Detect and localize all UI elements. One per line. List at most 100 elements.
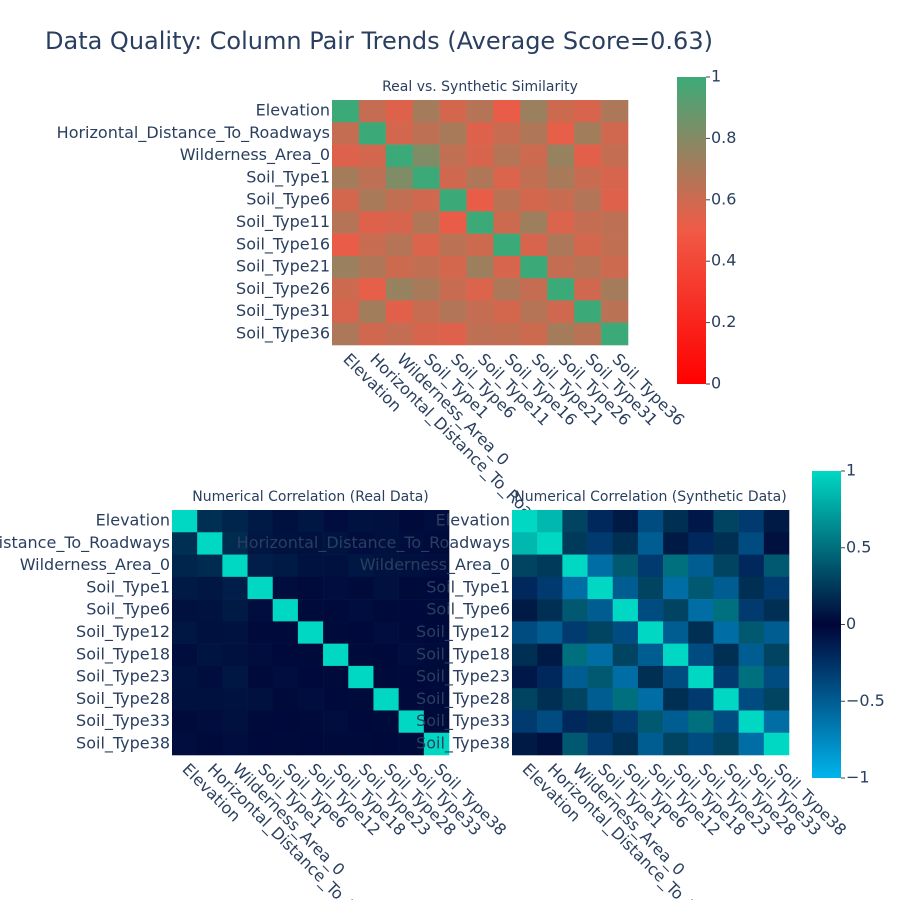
heatmap-cell: [332, 322, 360, 346]
heatmap-cell: [547, 122, 575, 145]
heatmap-cell: [439, 122, 467, 145]
heatmap-cell: [574, 255, 602, 279]
heatmap-cell: [332, 278, 360, 301]
heatmap-cell: [439, 278, 467, 301]
colorbar-tick-label: 0.2: [711, 312, 736, 331]
heatmap-cell: [348, 643, 374, 667]
heatmap-cell: [574, 278, 602, 301]
heatmap-cell: [537, 576, 563, 600]
heatmap-cell: [247, 665, 274, 689]
heatmap-cell: [222, 599, 248, 622]
heatmap-cell: [587, 665, 614, 689]
heatmap-cell: [520, 233, 548, 257]
y-tick-label: Soil_Type33: [76, 711, 170, 731]
heatmap-cell: [423, 710, 450, 734]
heatmap-cell: [587, 554, 614, 578]
heatmap-cell: [601, 189, 629, 212]
heatmap-cell: [738, 710, 765, 734]
heatmap-cell: [763, 643, 790, 667]
heatmap-cell: [332, 122, 360, 145]
y-tick-label: Soil_Type28: [416, 689, 510, 709]
heatmap-cell: [172, 710, 198, 734]
heatmap-cell: [537, 554, 563, 578]
heatmap-cell: [547, 233, 575, 257]
heatmap-cell: [398, 510, 425, 533]
heatmap-cell: [713, 554, 739, 578]
heatmap-cell: [547, 255, 575, 279]
heatmap-cell: [272, 732, 299, 756]
heatmap-cell: [385, 122, 414, 145]
heatmap-cell: [222, 688, 248, 711]
heatmap-cell: [587, 710, 614, 734]
heatmap-cell: [247, 576, 274, 600]
heatmap-cell: [574, 166, 602, 190]
heatmap-cell: [385, 144, 414, 168]
y-tick-label: Horizontal_Distance_To_Roadways: [57, 123, 330, 143]
heatmap-cell: [297, 576, 324, 600]
heatmap-cell: [348, 576, 374, 600]
y-tick-label: Soil_Type1: [246, 167, 330, 187]
heatmap-cell: [612, 576, 639, 600]
heatmap-cell: [612, 621, 639, 644]
heatmap-cell: [537, 532, 563, 555]
heatmap-cell: [272, 665, 299, 689]
heatmap-cell: [537, 621, 563, 644]
colorbar-tick-label: 0.5: [846, 537, 871, 556]
heatmap-cell: [323, 554, 349, 578]
heatmap-cell: [423, 621, 450, 644]
heatmap-cell: [385, 100, 414, 123]
heatmap-cell: [323, 510, 349, 533]
heatmap-cell: [332, 255, 360, 279]
heatmap-cell: [763, 665, 790, 689]
heatmap-cell: [172, 554, 198, 578]
heatmap-cell: [562, 576, 588, 600]
heatmap-cell: [574, 144, 602, 168]
heatmap-cell: [520, 322, 548, 346]
heatmap-cell: [663, 732, 689, 756]
heatmap-cell: [763, 732, 790, 756]
heatmap-cell: [247, 554, 274, 578]
colorbar-tick-label: 0.4: [711, 251, 736, 270]
heatmap-cell: [398, 643, 425, 667]
heatmap-cell: [601, 144, 629, 168]
heatmap-cell: [713, 532, 739, 555]
heatmap-cell: [323, 665, 349, 689]
heatmap-cell: [385, 300, 414, 324]
heatmap-cell: [512, 554, 538, 578]
heatmap-cell: [385, 322, 414, 346]
heatmap-cell: [520, 144, 548, 168]
heatmap-cell: [663, 621, 689, 644]
heatmap-cell: [348, 621, 374, 644]
heatmap-cell: [688, 732, 714, 756]
heatmap-cell: [172, 576, 198, 600]
heatmap-cell: [247, 688, 274, 711]
heatmap-cell: [247, 732, 274, 756]
heatmap-cell: [520, 278, 548, 301]
heatmap-cell: [358, 166, 387, 190]
heatmap-cell: [373, 665, 399, 689]
heatmap-cell: [439, 300, 467, 324]
heatmap-cell: [547, 211, 575, 234]
heatmap-cell: [412, 233, 440, 257]
heatmap-cell: [385, 278, 414, 301]
heatmap-cell: [663, 554, 689, 578]
y-tick-label: Wilderness_Area_0: [360, 555, 510, 575]
heatmap-cell: [272, 710, 299, 734]
heatmap-cell: [358, 233, 387, 257]
heatmap-cell: [637, 710, 664, 734]
y-tick-label: Soil_Type36: [236, 323, 330, 343]
heatmap-cell: [439, 144, 467, 168]
heatmap-cell: [738, 554, 765, 578]
heatmap-cell: [512, 532, 538, 555]
heatmap-cell: [197, 554, 223, 578]
heatmap-cell: [332, 144, 360, 168]
heatmap-cell: [222, 532, 248, 555]
heatmap-cell: [547, 278, 575, 301]
heatmap-cell: [520, 300, 548, 324]
heatmap-cell: [562, 554, 588, 578]
heatmap-cell: [537, 643, 563, 667]
heatmap-cell: [713, 510, 739, 533]
heatmap-cell: [587, 643, 614, 667]
y-tick-label: Soil_Type6: [426, 600, 510, 620]
heatmap-cell: [332, 233, 360, 257]
